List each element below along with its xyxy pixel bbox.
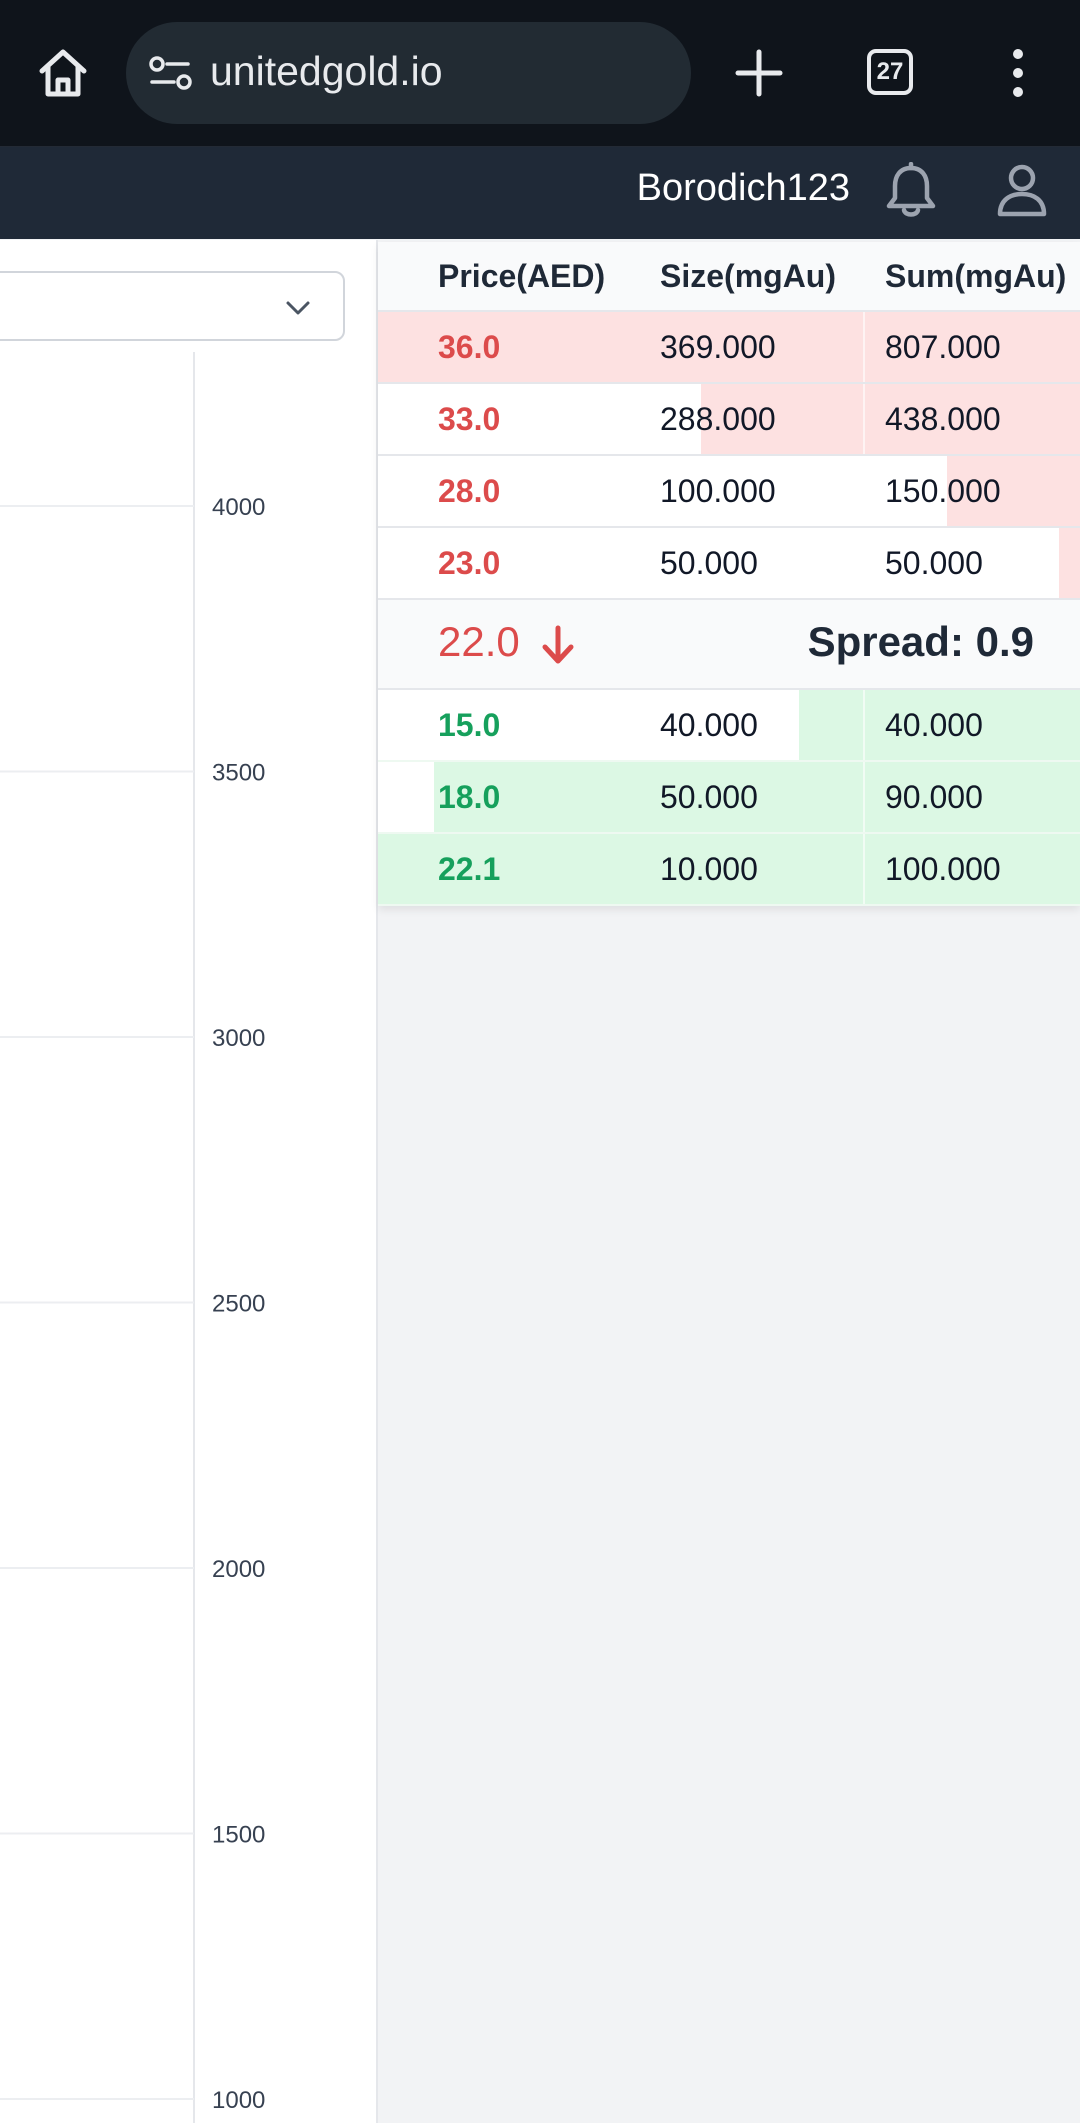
app-header: Borodich123 <box>0 147 1080 239</box>
price-chart[interactable]: 4000 3500 3000 2500 2000 1500 1000 <box>0 352 376 2123</box>
ask-size-cell: 369.000 <box>660 329 776 365</box>
ask-sum-cell: 150.000 <box>885 473 1001 509</box>
bid-price-cell: 15.0 <box>438 707 501 743</box>
ask-sum-cell: 50.000 <box>885 545 983 581</box>
home-icon[interactable] <box>34 44 92 102</box>
ask-size-cell: 100.000 <box>660 473 776 509</box>
column-divider <box>863 834 865 904</box>
browser-toolbar: unitedgold.io 27 <box>0 0 1080 147</box>
column-divider <box>863 312 865 382</box>
column-divider <box>863 528 865 598</box>
y-tick-label: 2500 <box>212 1291 265 1318</box>
ask-rows: 36.0 369.000 807.000 33.0 288.000 438.000 28.0… <box>378 312 1080 600</box>
column-divider <box>863 690 865 760</box>
address-bar[interactable]: unitedgold.io <box>126 22 691 124</box>
ask-price-cell: 36.0 <box>438 329 501 365</box>
bid-price-cell: 22.1 <box>438 851 501 887</box>
y-tick-label: 1500 <box>212 1822 265 1849</box>
more-vertical-icon[interactable] <box>998 48 1038 98</box>
ask-order-row[interactable]: 36.0 369.000 807.000 <box>378 312 1080 384</box>
bid-order-row[interactable]: 15.0 40.000 40.000 <box>378 690 1080 762</box>
order-book: Price(AED) Size(mgAu) Sum(mgAu) 36.0 369.… <box>378 242 1080 906</box>
ask-size-cell: 288.000 <box>660 401 776 437</box>
chart-panel: 4000 3500 3000 2500 2000 1500 1000 <box>0 240 378 2123</box>
new-tab-icon[interactable] <box>734 48 784 98</box>
ask-depth-bar <box>1058 528 1080 598</box>
bid-price-cell: 18.0 <box>438 779 501 815</box>
bid-depth-bar <box>378 834 1080 904</box>
column-divider <box>863 762 865 832</box>
spread-label: Spread: 0.9 <box>807 618 1034 665</box>
size-column-header: Size(mgAu) <box>660 258 836 294</box>
bid-size-cell: 10.000 <box>660 851 758 887</box>
bid-sum-cell: 100.000 <box>885 851 1001 887</box>
ask-depth-bar <box>378 312 1080 382</box>
arrow-down-icon <box>542 625 574 664</box>
url-text: unitedgold.io <box>210 48 443 94</box>
y-tick-label: 3500 <box>212 760 265 787</box>
ask-size-cell: 50.000 <box>660 545 758 581</box>
order-book-header: Price(AED) Size(mgAu) Sum(mgAu) <box>378 242 1080 312</box>
y-tick-label: 1000 <box>212 2087 265 2114</box>
site-settings-icon[interactable] <box>148 55 194 91</box>
tab-switcher-button[interactable]: 27 <box>867 49 913 95</box>
ask-order-row[interactable]: 23.0 50.000 50.000 <box>378 528 1080 600</box>
bid-size-cell: 50.000 <box>660 779 758 815</box>
bid-rows: 15.0 40.000 40.000 18.0 50.000 90.000 22.1 10.0… <box>378 690 1080 906</box>
ask-order-row[interactable]: 28.0 100.000 150.000 <box>378 456 1080 528</box>
ask-price-cell: 33.0 <box>438 401 501 437</box>
interval-selector[interactable] <box>0 271 345 341</box>
ask-sum-cell: 438.000 <box>885 401 1001 437</box>
chevron-down-icon <box>286 301 310 315</box>
ask-depth-bar <box>946 456 1080 526</box>
ask-depth-bar <box>700 384 1080 454</box>
user-profile-icon[interactable] <box>996 162 1048 218</box>
username[interactable]: Borodich123 <box>636 167 850 209</box>
mid-price-row: 22.0 Spread: 0.9 <box>378 600 1080 690</box>
y-tick-label: 4000 <box>212 494 265 521</box>
last-price: 22.0 <box>438 618 520 665</box>
column-divider <box>863 456 865 526</box>
bid-sum-cell: 90.000 <box>885 779 983 815</box>
column-divider <box>863 384 865 454</box>
ask-price-cell: 23.0 <box>438 545 501 581</box>
ask-sum-cell: 807.000 <box>885 329 1001 365</box>
price-column-header: Price(AED) <box>438 258 606 294</box>
ask-price-cell: 28.0 <box>438 473 501 509</box>
sum-column-header: Sum(mgAu) <box>885 258 1067 294</box>
bid-depth-bar <box>799 690 1080 760</box>
bid-sum-cell: 40.000 <box>885 707 983 743</box>
notification-bell-icon[interactable] <box>883 162 939 222</box>
bid-size-cell: 40.000 <box>660 707 758 743</box>
bid-depth-bar <box>434 762 1080 832</box>
bid-order-row[interactable]: 22.1 10.000 100.000 <box>378 834 1080 906</box>
bid-order-row[interactable]: 18.0 50.000 90.000 <box>378 762 1080 834</box>
y-tick-label: 3000 <box>212 1025 265 1052</box>
y-tick-label: 2000 <box>212 1556 265 1583</box>
ask-order-row[interactable]: 33.0 288.000 438.000 <box>378 384 1080 456</box>
